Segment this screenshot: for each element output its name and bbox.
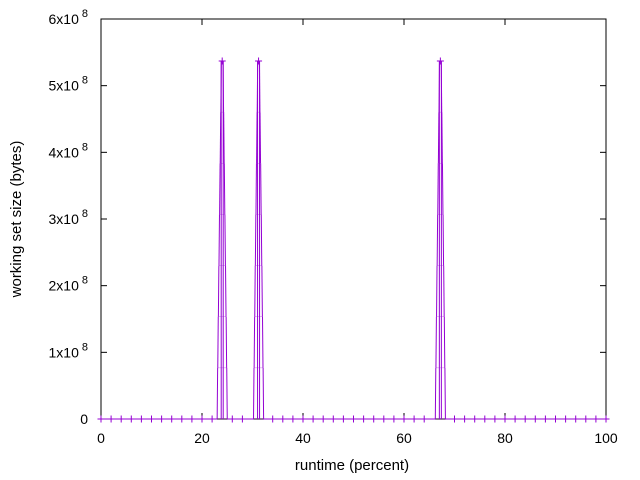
x-tick-label: 40 xyxy=(295,430,311,446)
peak-point xyxy=(218,57,226,65)
y-tick-label: 5x10 8 xyxy=(49,75,88,94)
y-tick-label: 6x10 8 xyxy=(49,8,88,27)
y-tick-label: 2x10 8 xyxy=(49,275,88,294)
plot-frame xyxy=(100,18,607,420)
peak xyxy=(216,60,228,420)
y-tick-label: 1x10 8 xyxy=(49,341,88,360)
series-layer xyxy=(97,57,610,423)
peak xyxy=(434,60,446,420)
x-tick-label: 20 xyxy=(194,430,210,446)
y-tick-label: 4x10 8 xyxy=(49,141,88,160)
peak-point xyxy=(436,57,444,65)
x-tick-label: 0 xyxy=(97,430,105,446)
x-tick-label: 60 xyxy=(396,430,412,446)
y-axis-title: working set size (bytes) xyxy=(8,141,25,299)
y-axis-ticks: 0 1x10 8 2x10 8 3x10 8 4x10 8 5x10 8 6x10 8 xyxy=(49,8,606,427)
y-tick-label: 3x10 8 xyxy=(49,208,88,227)
peak-point xyxy=(255,57,263,65)
x-axis-title: runtime (percent) xyxy=(295,457,409,474)
x-axis-ticks: 0 20 40 60 80 100 xyxy=(97,19,618,446)
y-tick-label: 0 xyxy=(80,411,88,427)
x-tick-label: 80 xyxy=(497,430,513,446)
x-tick-label: 100 xyxy=(594,430,618,446)
peak xyxy=(253,60,265,420)
